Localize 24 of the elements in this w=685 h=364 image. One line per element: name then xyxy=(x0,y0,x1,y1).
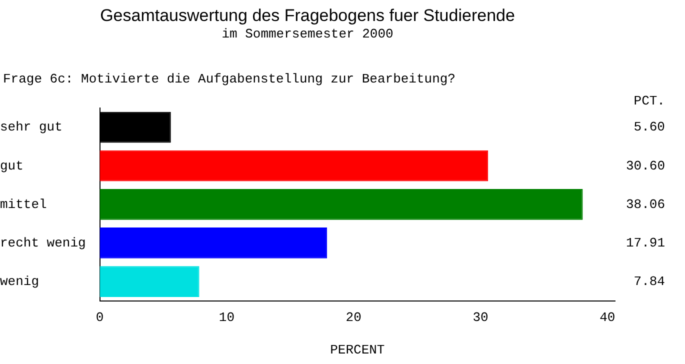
x-tick-label: 40 xyxy=(600,310,616,326)
x-axis-title: PERCENT xyxy=(330,342,385,358)
data-label: 38.06 xyxy=(626,196,665,212)
data-label: 17.91 xyxy=(626,235,666,250)
x-tick-label: 10 xyxy=(218,310,235,326)
chart-subtitle: im Sommersemester 2000 xyxy=(222,26,394,42)
text: Frage 6c: Motivierte die Aufgabenstellung zur Bearbeitung? xyxy=(3,71,456,86)
data-label: 5.60 xyxy=(634,120,665,135)
x-tick-label: 20 xyxy=(346,310,362,326)
text: PCT. xyxy=(634,93,665,108)
bar xyxy=(100,266,200,297)
y-tick-label: recht wenig xyxy=(0,235,86,250)
x-tick-label: 0 xyxy=(96,310,104,326)
data-label: 7.84 xyxy=(634,274,666,289)
y-tick-label: sehr gut xyxy=(0,120,62,135)
bar xyxy=(100,188,583,220)
data-label: 30.60 xyxy=(626,158,665,174)
x-tick-label: 30 xyxy=(472,310,488,326)
chart-title: Gesamtauswertung des Fragebogens fuer Studierende xyxy=(100,6,515,25)
bar xyxy=(100,150,488,182)
y-tick-label: wenig xyxy=(0,274,40,289)
y-tick-label: mittel xyxy=(0,196,48,212)
y-tick-label: gut xyxy=(0,158,24,174)
bar xyxy=(100,228,328,258)
